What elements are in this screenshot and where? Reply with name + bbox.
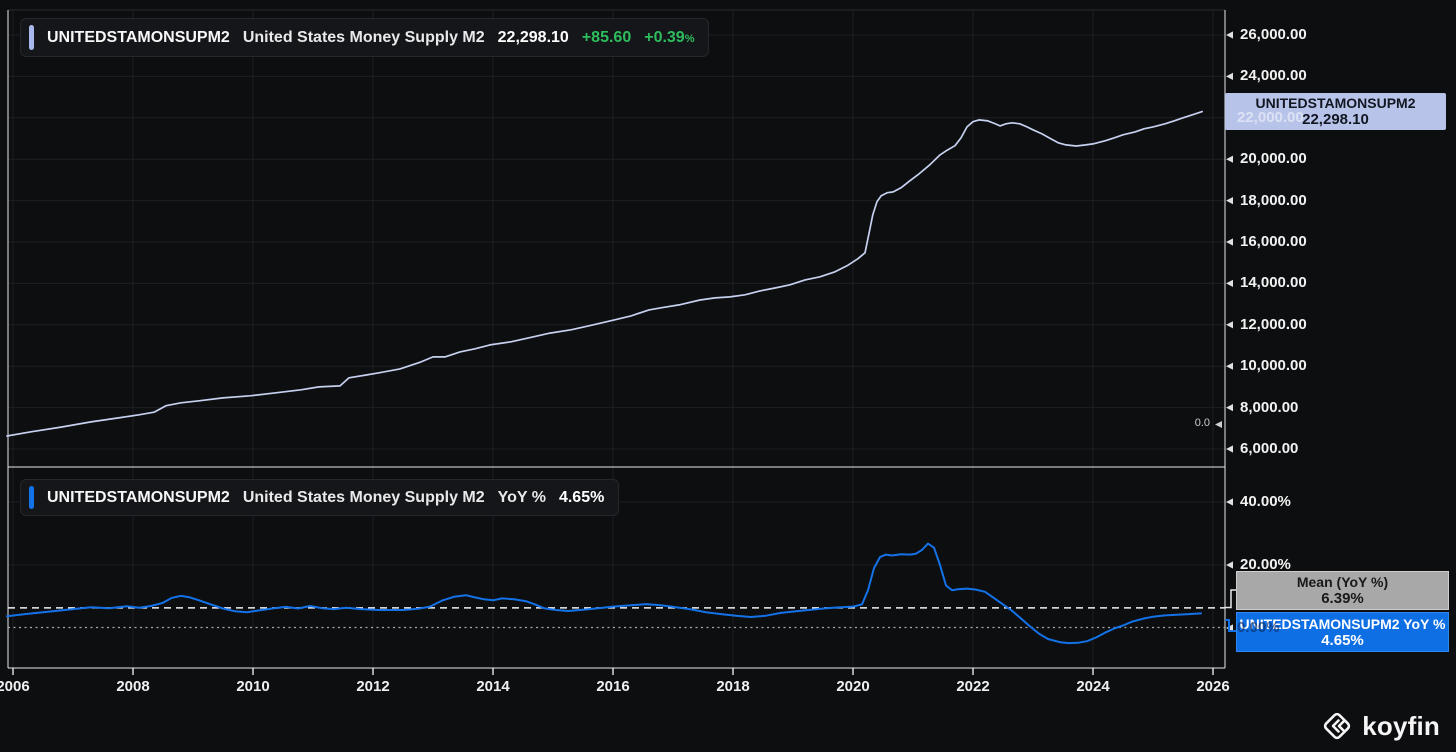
- badge-value: 22,298.10: [1302, 111, 1369, 128]
- axis-tick-arrow: [1226, 238, 1233, 246]
- y-axis-label: 8,000.00: [1240, 398, 1299, 416]
- x-axis-label: 2008: [116, 678, 150, 695]
- badge-value: 6.39%: [1321, 590, 1364, 607]
- axis-tick-arrow: [1226, 445, 1233, 453]
- koyfin-logo-text: koyfin: [1362, 710, 1440, 741]
- axis-tick-arrow: [1226, 155, 1233, 163]
- y-axis-label-ghost-22000: 22,000.00: [1237, 109, 1304, 126]
- x-axis-label: 2012: [356, 678, 390, 695]
- y-axis-label: 20,000.00: [1240, 150, 1307, 168]
- last-value-badge-m2: UNITEDSTAMONSUPM2 22,298.10: [1225, 93, 1446, 130]
- y-axis-label-ghost-0pct: 0.00%: [1237, 619, 1280, 636]
- mean-badge-connector: [1225, 589, 1236, 609]
- y-axis-label: 18,000.00: [1240, 191, 1307, 209]
- legend-symbol: UNITEDSTAMONSUPM2: [47, 488, 230, 506]
- y-axis-label: 12,000.00: [1240, 315, 1307, 333]
- axis-tick-arrow: [1226, 561, 1233, 569]
- y-axis-label: 16,000.00: [1240, 233, 1307, 250]
- x-axis-label: 2024: [1076, 678, 1110, 695]
- koyfin-watermark: koyfin: [1321, 710, 1440, 742]
- axis-tick-arrow: [1226, 72, 1233, 80]
- legend-metric: YoY %: [497, 488, 546, 506]
- mean-value-badge: Mean (YoY %) 6.39%: [1236, 571, 1449, 610]
- axis-tick-arrow: [1226, 279, 1233, 287]
- y-axis-label: 6,000.00: [1240, 440, 1299, 457]
- axis-tick-arrow: [1226, 404, 1233, 412]
- legend-symbol: UNITEDSTAMONSUPM2: [47, 28, 230, 46]
- top-pane-legend[interactable]: UNITEDSTAMONSUPM2 United States Money Su…: [20, 18, 710, 57]
- x-axis-label: 2022: [956, 678, 990, 695]
- y-axis-label: 14,000.00: [1240, 274, 1307, 292]
- x-axis-label: 2010: [236, 678, 270, 695]
- series-color-bar: [29, 486, 34, 509]
- yoy-line[interactable]: [6, 542, 1202, 645]
- legend-change: +85.60: [581, 28, 632, 46]
- legend-name: United States Money Supply M2: [242, 28, 485, 46]
- y-axis-label: 40.00%: [1240, 493, 1291, 510]
- y-axis-label: 10,000.00: [1240, 357, 1307, 375]
- axis-tick-arrow: [1226, 321, 1233, 329]
- zero-level-marker: 0.0: [1194, 417, 1210, 429]
- legend-change-pct: +0.39%: [644, 28, 695, 46]
- legend-last-value: 22,298.10: [497, 28, 569, 46]
- m2-price-line[interactable]: [6, 110, 1204, 437]
- x-axis-label: 2020: [836, 678, 870, 695]
- axis-tick-arrow: [1226, 362, 1233, 370]
- x-axis-label: 2026: [1196, 678, 1230, 695]
- bottom-pane-legend[interactable]: UNITEDSTAMONSUPM2 United States Money Su…: [20, 479, 620, 516]
- x-axis-label: 2014: [476, 678, 510, 695]
- x-axis-label: 2016: [596, 678, 630, 695]
- koyfin-logo-icon: [1324, 712, 1351, 740]
- badge-symbol: UNITEDSTAMONSUPM2: [1255, 95, 1416, 111]
- axis-tick-arrow: [1226, 31, 1233, 39]
- y-axis-label: 20.00%: [1240, 556, 1291, 573]
- percent-sign: %: [684, 32, 695, 45]
- badge-label: Mean (YoY %): [1296, 574, 1389, 590]
- axis-tick-arrow: [1226, 197, 1233, 205]
- axis-tick-arrow: [1226, 498, 1233, 506]
- zero-marker-arrow: [1215, 421, 1222, 428]
- legend-name: United States Money Supply M2: [242, 488, 485, 506]
- badge-value: 4.65%: [1321, 631, 1364, 649]
- x-axis-label: 2018: [716, 678, 750, 695]
- x-axis-label: 2006: [0, 678, 30, 695]
- series-color-bar: [29, 25, 34, 50]
- badge-symbol: UNITEDSTAMONSUPM2 YoY %: [1239, 615, 1446, 632]
- y-axis-label: 24,000.00: [1240, 67, 1307, 85]
- y-axis-label: 26,000.00: [1240, 26, 1307, 43]
- last-value-badge-yoy: UNITEDSTAMONSUPM2 YoY % 4.65%: [1236, 612, 1449, 652]
- yoy-badge-connector: [1225, 619, 1236, 632]
- legend-last-value: 4.65%: [558, 488, 605, 506]
